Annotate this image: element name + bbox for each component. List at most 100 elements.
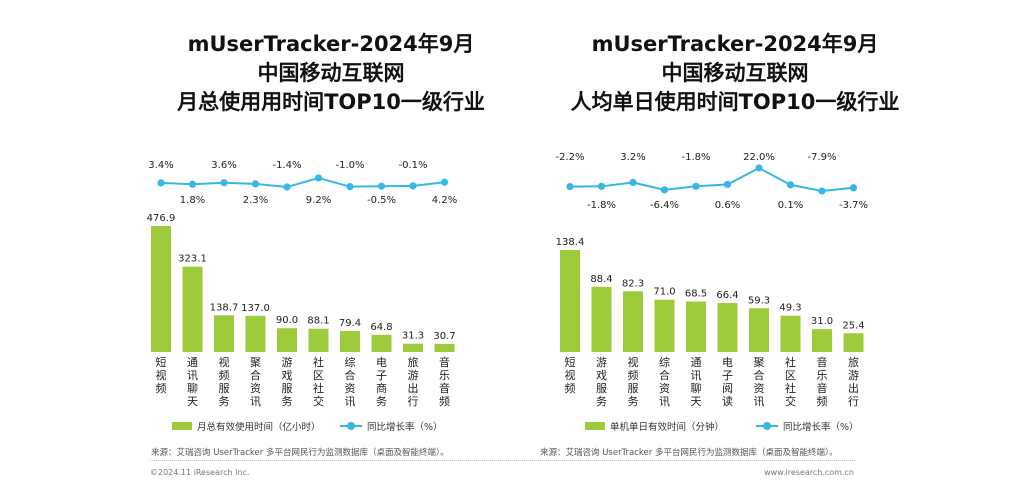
category-label: 旅游出行 [848,355,859,408]
chart-title-line: mUserTracker-2024年9月 [187,32,475,56]
chart-title-line: 中国移动互联网 [661,61,809,85]
bar [812,329,832,352]
growth-rate-point [660,186,669,194]
category-label: 视频服务 [219,355,230,408]
chart-title-line: 月总使用用时间TOP10一级行业 [177,90,485,114]
growth-rate-line [569,166,854,193]
bar-value-label: 31.3 [402,331,424,342]
bar-value-label: 30.7 [433,331,455,342]
bar-value-label: 323.1 [178,254,207,265]
category-label: 电子阅读 [722,356,733,408]
bar-value-label: 71.0 [653,287,675,298]
growth-rate-point [566,183,574,191]
bar-value-label: 49.3 [779,303,801,314]
category-label: 综合资讯 [345,355,356,408]
growth-rate-point [251,180,260,188]
bar [560,250,580,352]
category-label: 聚合资讯 [250,356,261,408]
bar [717,303,738,352]
category-label: 通讯聊天 [187,356,198,408]
bar-value-label: 138.7 [210,302,239,313]
growth-rate-label: -0.1% [398,160,427,171]
growth-rate-point [723,180,732,189]
bar [843,333,864,352]
source-note: 来源：艾瑞咨询 UserTracker 多平台网民行为监测数据库（桌面及智能终端… [151,448,449,458]
bar-value-label: 31.0 [811,316,833,327]
category-label: 游戏服务 [282,356,293,408]
growth-rate-point [692,182,700,190]
growth-rate-point [157,179,165,187]
bar-value-label: 68.5 [685,289,707,300]
footer-website: www.iresearch.com.cn [764,468,854,477]
growth-rate-label: -1.0% [335,160,364,171]
bar-value-label: 88.4 [590,274,612,285]
bar [182,266,203,352]
bar [151,226,171,352]
legend-item-line: 同比增长率（%） [756,419,859,433]
chart-title: mUserTracker-2024年9月 中国移动互联网 人均单日使用时间TOP… [500,30,970,117]
legend-swatch-bar [585,422,605,430]
growth-rate-label: 3.6% [211,160,236,171]
growth-rate-label: 4.2% [432,195,457,206]
growth-rate-point [188,180,197,188]
legend-label: 同比增长率（%） [367,422,443,433]
growth-rate-point [597,182,606,190]
bar [591,286,612,352]
growth-rate-label: 3.2% [620,152,645,163]
bar [308,328,329,352]
category-label: 音乐音频 [817,355,828,408]
growth-rate-point [220,179,228,187]
legend-label: 月总有效使用时间（亿小时） [197,422,321,433]
bar [749,308,769,352]
category-label: 社区社交 [313,355,324,408]
growth-rate-point [786,181,795,189]
chart-title-line: 中国移动互联网 [257,61,405,85]
growth-rate-point [314,174,323,182]
chart-legend: 单机单日有效时间（分钟） 同比增长率（%） [500,419,970,433]
bar [623,291,643,352]
bar-value-label: 138.4 [556,237,585,248]
growth-rate-label: -6.4% [650,200,679,211]
bar [340,331,360,352]
growth-rate-label: -1.4% [272,160,301,171]
growth-rate-point [283,183,291,191]
chart-panel-daily-per-user: mUserTracker-2024年9月 中国移动互联网 人均单日使用时间TOP… [500,0,970,470]
chart-legend: 月总有效使用时间（亿小时） 同比增长率（%） [96,419,566,433]
growth-rate-label: -1.8% [587,200,616,211]
bar [686,301,706,352]
bar [371,334,392,352]
category-label: 游戏服务 [596,356,607,408]
combo-chart-daily-per-user: 138.4 短视频 88.4 游戏服务 82.3 视频服务 71.0 综合资讯 68.5 通讯聊天… [555,152,868,408]
legend-label: 单机单日有效时间（分钟） [610,422,725,433]
combo-chart-monthly-total: 476.9 短视频 323.1 通讯聊天 138.7 视频服务 137.0 聚合资讯 90.0 游… [147,160,458,408]
growth-rate-label: 0.1% [778,200,803,211]
legend-swatch-line [340,422,362,430]
category-label: 电子商务 [376,356,387,408]
bar-value-label: 476.9 [147,213,176,224]
bar-value-label: 137.0 [241,303,270,314]
growth-rate-label: 2.3% [243,195,268,206]
category-label: 短视频 [565,355,576,395]
legend-item-line: 同比增长率（%） [340,419,443,433]
category-label: 音乐音频 [439,355,450,408]
bar-value-label: 59.3 [748,295,770,306]
category-label: 短视频 [156,355,167,395]
growth-rate-label: 1.8% [180,195,205,206]
growth-rate-label: -3.7% [839,200,868,211]
bar-value-label: 88.1 [307,316,329,327]
legend-label: 同比增长率（%） [783,422,859,433]
legend-swatch-bar [172,422,192,430]
footer-copyright: ©2024.11 iResearch Inc. [150,468,250,477]
chart-title-line: mUserTracker-2024年9月 [591,32,879,56]
bar [780,315,801,352]
category-label: 社区社交 [785,355,796,408]
chart-title: mUserTracker-2024年9月 中国移动互联网 月总使用用时间TOP1… [96,30,566,117]
growth-rate-point [440,178,449,186]
category-label: 综合资讯 [659,355,670,408]
growth-rate-point [629,178,637,187]
growth-rate-point [377,182,386,190]
category-label: 聚合资讯 [754,356,765,408]
bar-value-label: 25.4 [842,320,864,331]
chart-panel-monthly-total: mUserTracker-2024年9月 中国移动互联网 月总使用用时间TOP1… [96,0,566,470]
growth-rate-point [818,187,826,195]
